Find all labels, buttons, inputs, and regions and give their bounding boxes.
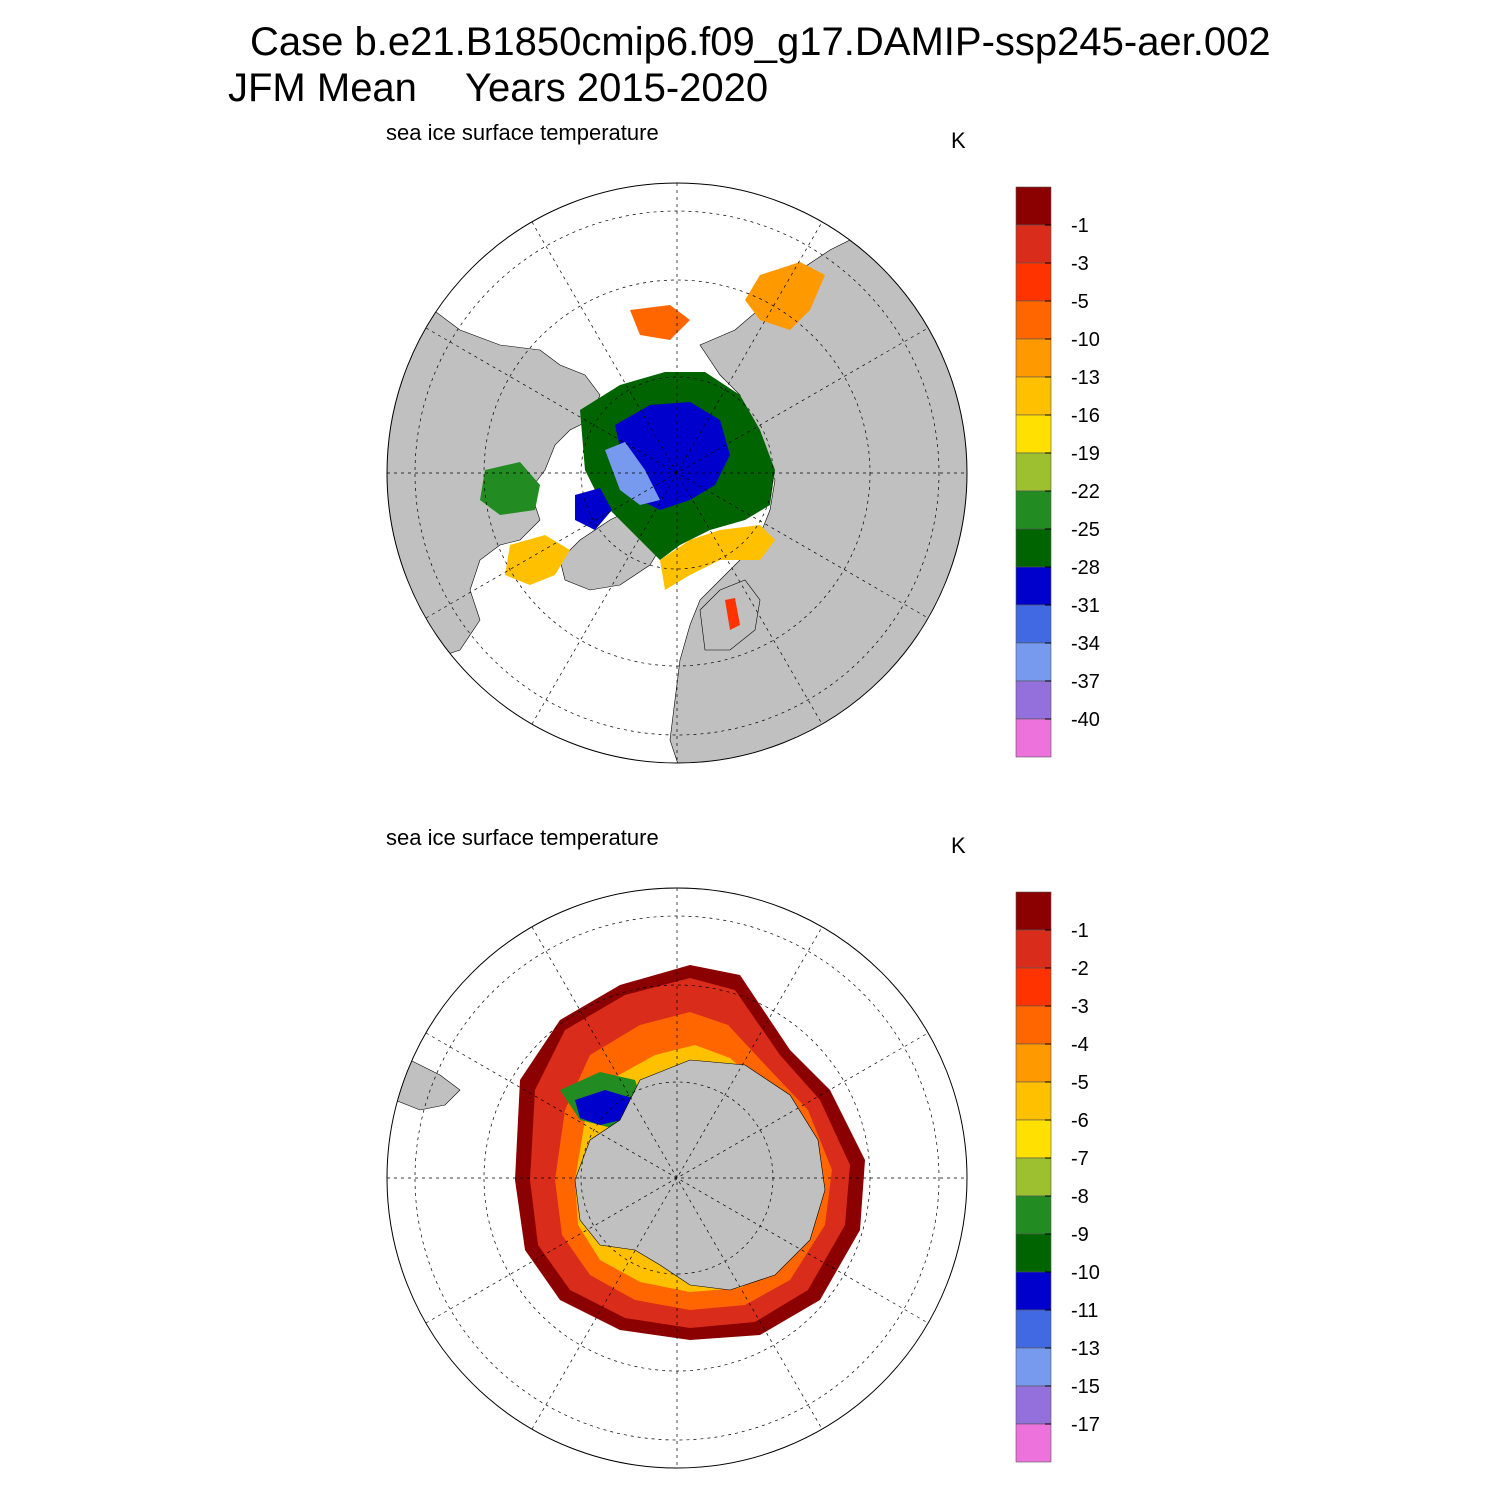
- colorbar-swatch: [1015, 338, 1052, 378]
- colorbar-swatch: [1015, 604, 1052, 644]
- colorbar-tick-label: -25: [1071, 519, 1100, 541]
- north-ice-hudson-bay: [480, 462, 540, 515]
- north-ice-atlantic-rim: [660, 525, 775, 590]
- colorbar-swatch: [1015, 967, 1052, 1007]
- north-polar-map: [386, 182, 968, 764]
- colorbar-tick-label: -1: [1071, 215, 1089, 237]
- colorbar-tick-label: -40: [1071, 709, 1100, 731]
- north-graticule: [387, 183, 967, 763]
- colorbar-tick-label: -16: [1071, 405, 1100, 427]
- north-ice-baltic: [725, 598, 740, 630]
- colorbar-tick-label: -5: [1071, 291, 1089, 313]
- colorbar-swatch: [1015, 680, 1052, 720]
- colorbar-tick-label: -34: [1071, 633, 1100, 655]
- colorbar-swatch: [1015, 1233, 1052, 1273]
- colorbar-tick-label: -15: [1071, 1376, 1100, 1398]
- colorbar-swatch: [1015, 1347, 1052, 1387]
- years-label: Years 2015-2020: [464, 66, 769, 110]
- colorbar-tick-label: -2: [1071, 958, 1089, 980]
- south-ice-weddell-blue: [575, 1090, 632, 1125]
- season-label: JFM Mean: [228, 66, 417, 110]
- colorbar-swatch: [1015, 1157, 1052, 1197]
- colorbar-swatch: [1015, 376, 1052, 416]
- colorbar-tick-label: -10: [1071, 329, 1100, 351]
- north-sea-ice: [480, 262, 825, 630]
- colorbar-tick-label: -22: [1071, 481, 1100, 503]
- colorbar-tick-label: -4: [1071, 1034, 1089, 1056]
- north-units-label: K: [951, 128, 966, 153]
- colorbar-swatch: [1015, 224, 1052, 264]
- colorbar-swatch: [1015, 1423, 1052, 1463]
- colorbar-swatch: [1015, 929, 1052, 969]
- colorbar-swatch: [1015, 1309, 1052, 1349]
- colorbar-tick-label: -11: [1071, 1300, 1098, 1322]
- colorbar-swatch: [1015, 566, 1052, 606]
- north-panel-title: sea ice surface temperature: [386, 120, 659, 145]
- colorbar-tick-label: -8: [1071, 1186, 1089, 1208]
- colorbar-swatch: [1015, 528, 1052, 568]
- colorbar-tick-label: -3: [1071, 996, 1089, 1018]
- colorbar-swatch: [1015, 1271, 1052, 1311]
- colorbar-swatch: [1015, 1005, 1052, 1045]
- north-map-border: [386, 182, 968, 764]
- north-ice-labrador-rim: [505, 535, 570, 585]
- south-panel-title: sea ice surface temperature: [386, 825, 659, 850]
- colorbar-tick-label: -10: [1071, 1262, 1100, 1284]
- colorbar-tick-label: -13: [1071, 1338, 1100, 1360]
- colorbar-swatch: [1015, 1081, 1052, 1121]
- colorbar-swatch: [1015, 300, 1052, 340]
- north-map-content: [387, 183, 967, 763]
- colorbar-tick-label: -19: [1071, 443, 1100, 465]
- south-units-label: K: [951, 833, 966, 858]
- north-ice-bering: [630, 305, 690, 340]
- south-graticule: [387, 888, 967, 1468]
- colorbar-swatch: [1015, 186, 1052, 226]
- figure-title-case: Case b.e21.B1850cmip6.f09_g17.DAMIP-ssp2…: [250, 20, 1271, 64]
- colorbar-swatch: [1015, 718, 1052, 758]
- north-ice-okhotsk: [745, 262, 825, 330]
- colorbar-tick-label: -6: [1071, 1110, 1089, 1132]
- colorbar-tick-label: -31: [1071, 595, 1100, 617]
- colorbar-swatch: [1015, 1385, 1052, 1425]
- colorbar-swatch: [1015, 1119, 1052, 1159]
- colorbar-swatch: [1015, 1195, 1052, 1235]
- colorbar-swatch: [1015, 262, 1052, 302]
- south-land-antarctica: [574, 1059, 826, 1291]
- colorbar-tick-label: -28: [1071, 557, 1100, 579]
- colorbar-tick-label: -7: [1071, 1148, 1089, 1170]
- colorbar-swatch: [1015, 642, 1052, 682]
- colorbar-tick-label: -5: [1071, 1072, 1089, 1094]
- colorbar-tick-label: -37: [1071, 671, 1100, 693]
- figure-title-period: JFM Mean Years 2015-2020: [228, 68, 768, 108]
- south-polar-map: [386, 887, 968, 1469]
- south-map-border: [386, 887, 968, 1469]
- colorbar-tick-label: -17: [1071, 1414, 1100, 1436]
- colorbar-swatch: [1015, 414, 1052, 454]
- colorbar-swatch: [1015, 490, 1052, 530]
- south-colorbar: -1 -2 -3 -4 -5 -6 -7 -8 -9 -10 -11 -13 -15 -17: [1015, 891, 1100, 1463]
- colorbar-tick-label: -1: [1071, 920, 1089, 942]
- south-map-content: [387, 888, 967, 1468]
- colorbar-tick-label: -3: [1071, 253, 1089, 275]
- colorbar-swatch: [1015, 1043, 1052, 1083]
- colorbar-tick-label: -9: [1071, 1224, 1089, 1246]
- colorbar-swatch: [1015, 452, 1052, 492]
- colorbar-swatch: [1015, 891, 1052, 931]
- colorbar-tick-label: -13: [1071, 367, 1100, 389]
- north-colorbar: -1 -3 -5 -10 -13 -16 -19 -22 -25 -28 -31 -34 -37 -40: [1015, 186, 1100, 758]
- north-ice-light-blue: [605, 442, 660, 505]
